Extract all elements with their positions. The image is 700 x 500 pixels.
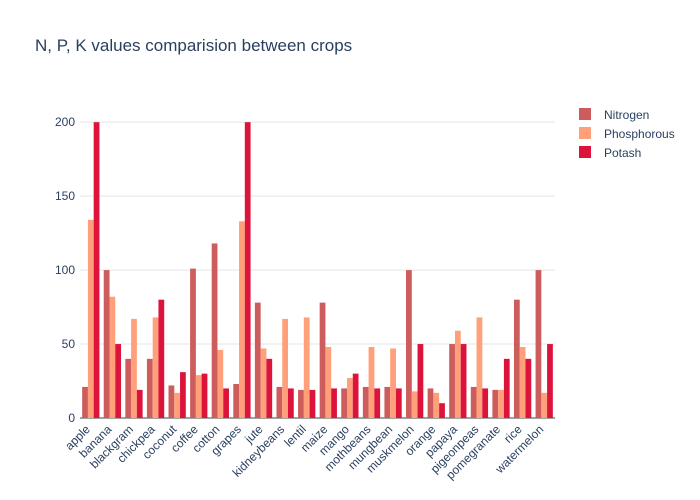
bar-phosphorous-cotton[interactable]: [217, 349, 224, 418]
bar-potash-coconut[interactable]: [180, 372, 186, 418]
legend-item-potash[interactable]: Potash: [579, 146, 641, 160]
bar-nitrogen-orange[interactable]: [427, 388, 434, 418]
bar-phosphorous-chickpea[interactable]: [152, 317, 159, 418]
bars[interactable]: [82, 122, 553, 419]
bar-potash-banana[interactable]: [115, 344, 122, 418]
bar-potash-rice[interactable]: [525, 358, 532, 418]
bar-phosphorous-lentil[interactable]: [303, 317, 310, 418]
bar-nitrogen-chickpea[interactable]: [146, 358, 153, 418]
bar-potash-lentil[interactable]: [309, 389, 316, 418]
bar-potash-grapes[interactable]: [244, 122, 251, 419]
legend-label: Phosphorous: [604, 127, 675, 141]
bar-phosphorous-watermelon[interactable]: [541, 392, 548, 418]
bar-nitrogen-muskmelon[interactable]: [406, 270, 412, 418]
bar-nitrogen-coconut[interactable]: [168, 385, 175, 418]
bar-potash-mango[interactable]: [352, 373, 359, 418]
bar-nitrogen-mungbean[interactable]: [384, 386, 391, 418]
bar-potash-watermelon[interactable]: [547, 344, 553, 418]
bar-nitrogen-cotton[interactable]: [211, 243, 218, 418]
bar-potash-pomegranate[interactable]: [503, 358, 510, 418]
bar-phosphorous-maize[interactable]: [325, 347, 332, 418]
y-tick-label: 150: [55, 189, 75, 203]
bar-nitrogen-mango[interactable]: [341, 388, 348, 418]
y-tick-label: 100: [55, 263, 75, 277]
legend-item-phosphorous[interactable]: Phosphorous: [579, 127, 675, 141]
bar-nitrogen-watermelon[interactable]: [535, 270, 542, 418]
bar-potash-chickpea[interactable]: [158, 299, 165, 418]
y-tick-label: 50: [62, 337, 76, 351]
bar-potash-jute[interactable]: [266, 358, 273, 418]
bar-nitrogen-mothbeans[interactable]: [362, 386, 369, 418]
bar-nitrogen-banana[interactable]: [103, 270, 110, 418]
bar-phosphorous-coconut[interactable]: [174, 392, 181, 418]
bar-nitrogen-coffee[interactable]: [190, 268, 196, 418]
bar-phosphorous-muskmelon[interactable]: [411, 391, 418, 418]
bar-potash-papaya[interactable]: [460, 344, 467, 418]
bar-potash-maize[interactable]: [331, 388, 337, 418]
bar-potash-apple[interactable]: [93, 122, 100, 419]
bar-nitrogen-rice[interactable]: [513, 299, 520, 418]
bar-nitrogen-maize[interactable]: [319, 302, 326, 418]
bar-nitrogen-pigeonpeas[interactable]: [470, 386, 477, 418]
bar-potash-blackgram[interactable]: [136, 389, 143, 418]
bar-potash-coffee[interactable]: [201, 373, 208, 418]
bar-phosphorous-apple[interactable]: [87, 219, 94, 418]
bar-potash-orange[interactable]: [439, 403, 445, 418]
y-tick-label: 0: [68, 411, 75, 425]
x-axis-ticks: applebananablackgramchickpeacoconutcoffe…: [62, 422, 546, 482]
bar-phosphorous-mango[interactable]: [347, 378, 353, 418]
bar-phosphorous-banana[interactable]: [109, 296, 116, 418]
bar-phosphorous-orange[interactable]: [433, 392, 440, 418]
bar-potash-pigeonpeas[interactable]: [482, 388, 489, 418]
legend-swatch: [579, 127, 591, 139]
bar-phosphorous-mothbeans[interactable]: [368, 347, 375, 418]
bar-nitrogen-jute[interactable]: [254, 302, 261, 418]
y-axis-ticks: 0 50 100 150 200: [55, 115, 75, 425]
legend-swatch: [579, 146, 591, 158]
chart-title: N, P, K values comparision between crops: [35, 36, 352, 55]
legend[interactable]: Nitrogen Phosphorous Potash: [579, 108, 675, 160]
bar-nitrogen-apple[interactable]: [82, 386, 88, 418]
bar-phosphorous-coffee[interactable]: [195, 375, 202, 418]
bar-phosphorous-papaya[interactable]: [454, 330, 461, 418]
legend-label: Potash: [604, 146, 641, 160]
bar-phosphorous-grapes[interactable]: [239, 221, 245, 418]
bar-nitrogen-pomegranate[interactable]: [492, 389, 499, 418]
bar-nitrogen-lentil[interactable]: [298, 389, 304, 418]
legend-item-nitrogen[interactable]: Nitrogen: [579, 108, 649, 122]
bar-phosphorous-pomegranate[interactable]: [498, 389, 504, 418]
bar-phosphorous-blackgram[interactable]: [131, 318, 137, 418]
bar-potash-kidneybeans[interactable]: [287, 388, 294, 418]
legend-swatch: [579, 108, 591, 120]
legend-label: Nitrogen: [604, 108, 649, 122]
bar-nitrogen-grapes[interactable]: [233, 383, 240, 418]
bar-phosphorous-kidneybeans[interactable]: [282, 318, 288, 418]
bar-phosphorous-mungbean[interactable]: [390, 348, 396, 418]
bar-potash-mungbean[interactable]: [395, 388, 402, 418]
bar-potash-cotton[interactable]: [223, 388, 229, 418]
bar-phosphorous-rice[interactable]: [519, 347, 526, 418]
bar-nitrogen-blackgram[interactable]: [125, 358, 132, 418]
bar-potash-muskmelon[interactable]: [417, 344, 424, 418]
bar-phosphorous-pigeonpeas[interactable]: [476, 317, 483, 418]
bar-phosphorous-jute[interactable]: [260, 348, 267, 418]
bar-potash-mothbeans[interactable]: [374, 388, 381, 418]
bar-nitrogen-kidneybeans[interactable]: [276, 386, 283, 418]
y-tick-label: 200: [55, 115, 75, 129]
bar-nitrogen-papaya[interactable]: [449, 344, 455, 418]
